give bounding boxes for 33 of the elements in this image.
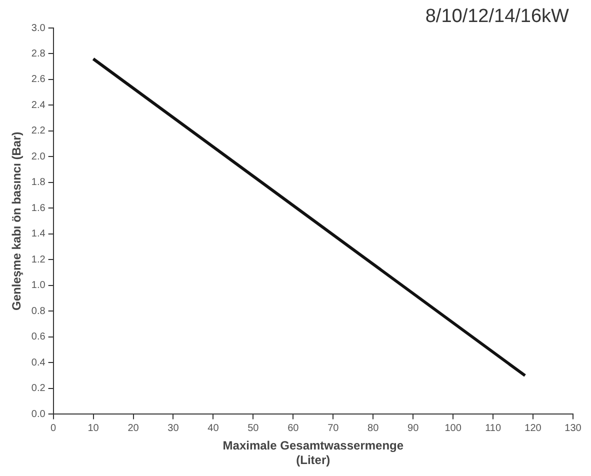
y-tick-label: 0.6: [31, 332, 46, 343]
y-tick-label: 0.8: [31, 306, 46, 317]
x-tick-label: 90: [408, 422, 420, 434]
x-tick-label: 50: [248, 422, 260, 434]
x-tick-label: 70: [328, 422, 340, 434]
x-axis-title: Maximale Gesamtwassermenge (Liter): [222, 438, 404, 468]
y-tick-label: 1.8: [31, 177, 46, 188]
y-tick-label: 1.6: [31, 202, 46, 214]
y-tick-label: 2.0: [31, 151, 46, 162]
x-tick-label: 130: [564, 422, 582, 434]
x-tick-label: 110: [485, 422, 502, 434]
y-tick-label: 0.2: [31, 383, 46, 394]
y-tick-label: 1.2: [31, 254, 46, 266]
y-tick-label: 2.6: [31, 74, 46, 86]
y-tick-label: 0.4: [31, 357, 46, 368]
y-axis-title: Genleşme kabı ön basıncı (Bar): [10, 132, 24, 310]
x-tick-label: 60: [288, 422, 300, 434]
y-tick-label: 2.2: [31, 126, 46, 137]
x-tick-label: 20: [128, 422, 140, 434]
x-tick-label: 30: [168, 422, 180, 434]
y-tick-label: 1.4: [31, 228, 46, 240]
y-tick-label: 0.0: [31, 408, 46, 420]
y-tick-label: 3.0: [31, 22, 46, 34]
x-tick-label: 80: [368, 422, 380, 434]
x-tick-label: 0: [50, 422, 57, 434]
chart-title: 8/10/12/14/16kW: [425, 6, 569, 28]
y-tick-label: 1.0: [31, 280, 46, 292]
x-tick-label: 10: [88, 422, 100, 434]
x-tick-label: 120: [524, 422, 542, 434]
x-tick-label: 100: [444, 422, 462, 434]
y-tick-label: 2.8: [31, 48, 46, 60]
x-tick-label: 40: [208, 422, 220, 434]
y-tick-label: 2.4: [31, 100, 46, 111]
